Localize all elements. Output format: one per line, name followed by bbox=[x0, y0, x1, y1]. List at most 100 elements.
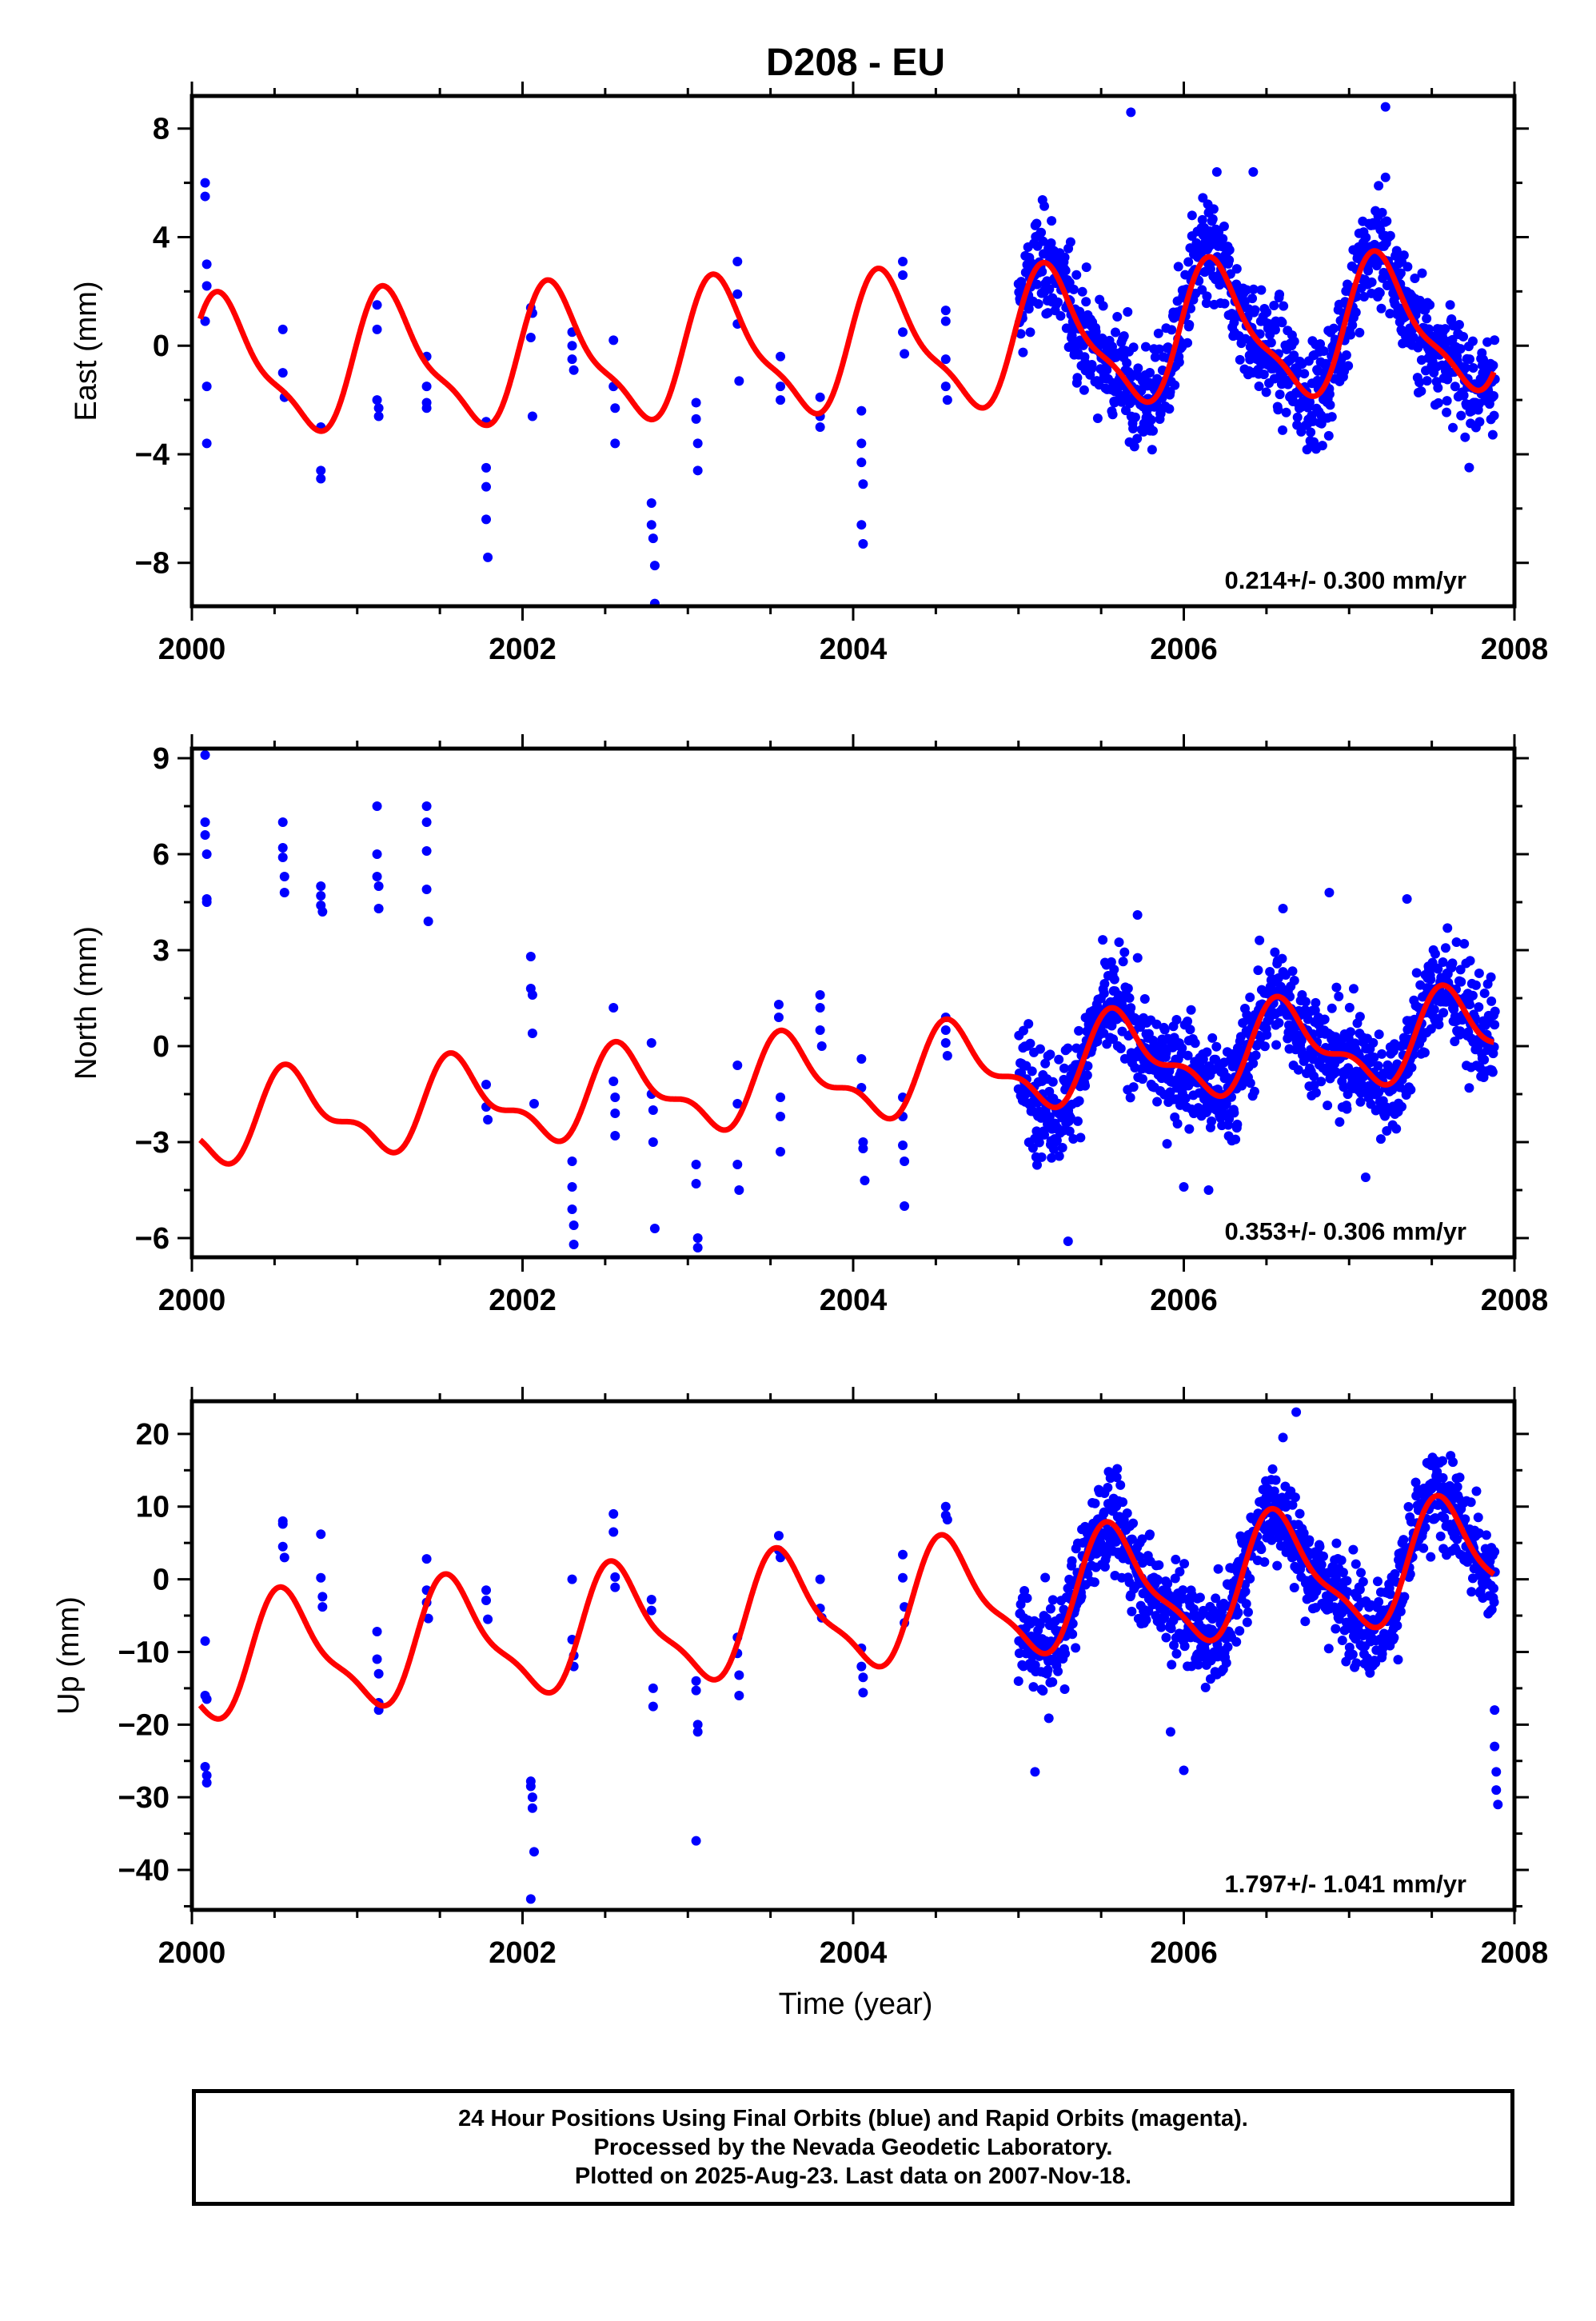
data-point bbox=[1080, 1081, 1091, 1091]
data-point bbox=[1251, 1050, 1261, 1061]
data-point bbox=[1433, 397, 1443, 408]
data-point bbox=[732, 1099, 743, 1109]
data-point bbox=[1438, 1472, 1448, 1483]
data-point bbox=[1045, 1049, 1055, 1060]
data-point bbox=[776, 1112, 786, 1121]
data-point bbox=[567, 341, 577, 351]
data-point bbox=[1027, 1066, 1037, 1077]
y-axis: −40 −30 −20 −10 0 10 20 bbox=[118, 1418, 1529, 1908]
data-point bbox=[1233, 1608, 1243, 1618]
data-point bbox=[1067, 1619, 1078, 1629]
data-point bbox=[1395, 268, 1406, 278]
data-point bbox=[1438, 1008, 1449, 1018]
y-tick-label: 20 bbox=[136, 1418, 170, 1452]
data-point bbox=[1289, 350, 1299, 361]
data-point bbox=[1493, 1800, 1503, 1810]
x-tick-label: 2002 bbox=[489, 1284, 557, 1317]
data-point bbox=[898, 327, 908, 338]
data-point bbox=[732, 257, 743, 267]
data-point bbox=[646, 520, 656, 530]
data-point bbox=[200, 1636, 210, 1646]
data-point bbox=[1047, 216, 1057, 226]
data-point bbox=[1179, 1182, 1189, 1192]
data-point bbox=[1040, 1572, 1051, 1583]
data-point bbox=[1162, 1139, 1172, 1149]
data-point bbox=[1184, 1124, 1195, 1134]
data-point bbox=[1486, 1604, 1497, 1615]
data-point bbox=[1072, 373, 1083, 383]
data-point bbox=[1426, 974, 1436, 985]
x-tick-label: 2004 bbox=[820, 1284, 888, 1317]
data-point bbox=[860, 1176, 870, 1185]
data-point bbox=[1414, 378, 1425, 388]
data-point bbox=[610, 1582, 620, 1592]
data-point bbox=[201, 281, 212, 291]
data-point bbox=[1205, 264, 1215, 274]
data-point bbox=[1160, 1608, 1171, 1618]
data-point bbox=[1115, 1480, 1126, 1490]
data-point bbox=[1466, 1497, 1476, 1508]
data-point bbox=[1272, 1560, 1283, 1571]
data-point bbox=[1127, 1534, 1137, 1544]
data-point bbox=[1172, 1119, 1183, 1129]
data-point bbox=[1128, 1518, 1139, 1528]
data-point bbox=[1224, 245, 1235, 255]
data-point bbox=[1270, 325, 1280, 335]
data-point bbox=[1458, 390, 1469, 401]
data-point bbox=[1287, 1500, 1298, 1510]
data-point bbox=[610, 438, 620, 449]
data-point bbox=[1200, 1682, 1211, 1692]
data-point bbox=[1123, 983, 1133, 993]
data-point bbox=[1161, 1632, 1171, 1643]
data-point bbox=[1211, 1593, 1221, 1604]
data-point bbox=[1132, 433, 1143, 444]
data-point bbox=[1367, 277, 1377, 287]
data-point bbox=[1255, 935, 1265, 945]
data-point bbox=[1299, 1528, 1309, 1539]
data-point bbox=[1388, 1046, 1398, 1057]
data-point bbox=[1125, 1093, 1135, 1103]
data-point bbox=[481, 462, 492, 473]
data-point bbox=[372, 1654, 382, 1664]
data-point bbox=[481, 514, 492, 525]
data-point bbox=[567, 1574, 577, 1584]
data-point bbox=[1119, 331, 1129, 342]
data-point bbox=[1025, 327, 1035, 338]
data-point bbox=[1289, 336, 1299, 346]
data-point bbox=[277, 324, 288, 334]
data-point bbox=[421, 817, 432, 827]
data-point bbox=[1175, 1567, 1185, 1577]
data-point bbox=[277, 843, 288, 853]
data-point bbox=[1053, 297, 1063, 307]
data-point bbox=[1250, 305, 1260, 315]
data-point bbox=[1459, 939, 1470, 949]
data-point bbox=[200, 750, 210, 760]
data-point bbox=[1278, 1432, 1288, 1443]
data-point bbox=[1410, 1477, 1421, 1488]
data-point bbox=[1439, 1512, 1450, 1523]
data-point bbox=[1470, 980, 1481, 990]
data-point bbox=[1259, 1041, 1270, 1052]
data-point bbox=[1109, 965, 1119, 975]
data-point bbox=[815, 1574, 825, 1584]
panel-1: 2000 2002 2004 2006 2008 −8 −4 0 4 8 East (mm) 0.21… bbox=[70, 82, 1548, 666]
data-point bbox=[1177, 1593, 1187, 1604]
y-tick-label: 10 bbox=[136, 1491, 170, 1524]
y-axis: −8 −4 0 4 8 bbox=[135, 113, 1529, 581]
data-point bbox=[1177, 1043, 1187, 1053]
data-point bbox=[1183, 257, 1194, 267]
data-point bbox=[1265, 966, 1275, 977]
data-point bbox=[1140, 342, 1151, 352]
data-point bbox=[1137, 1074, 1147, 1085]
data-point bbox=[1221, 1658, 1231, 1668]
data-point bbox=[1166, 1624, 1176, 1634]
data-point bbox=[1190, 1038, 1200, 1049]
y-tick-label: −4 bbox=[135, 438, 170, 472]
data-point bbox=[421, 885, 432, 894]
data-point bbox=[277, 1519, 288, 1529]
data-point bbox=[1256, 1544, 1267, 1555]
data-point bbox=[1323, 1644, 1334, 1654]
x-tick-label: 2000 bbox=[158, 633, 226, 666]
data-point bbox=[316, 1572, 326, 1583]
data-point bbox=[1271, 1475, 1281, 1485]
